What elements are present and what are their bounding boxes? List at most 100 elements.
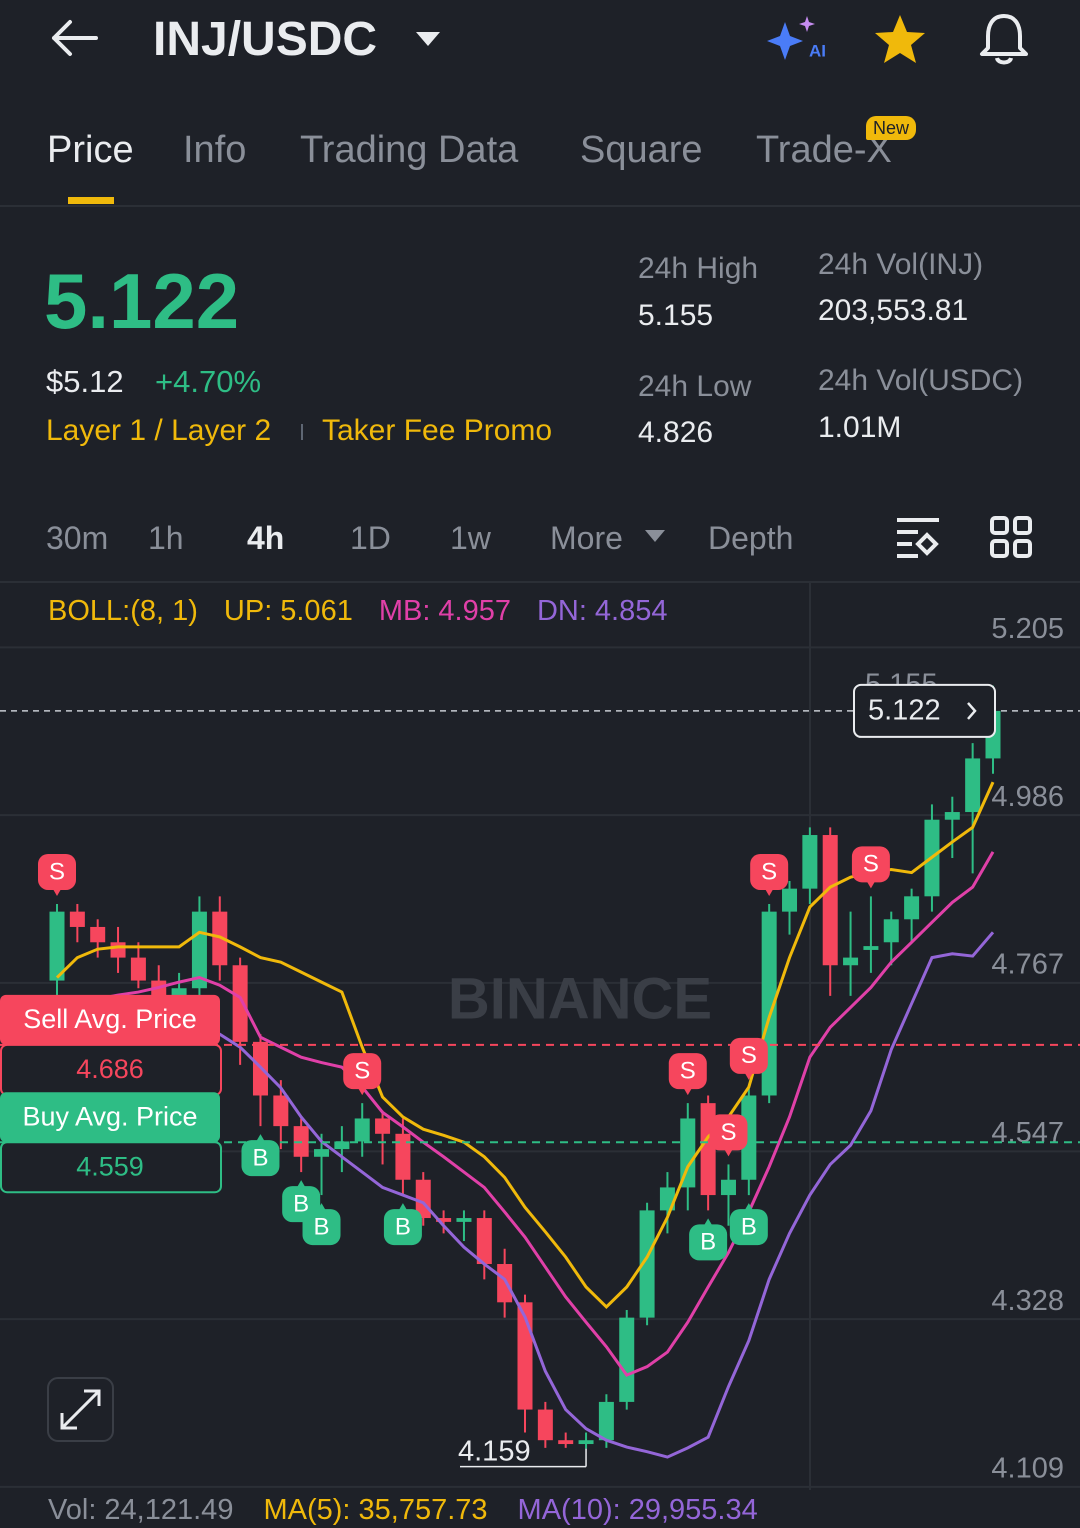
y-tick-label: 4.767 (991, 949, 1064, 981)
trade-marker (38, 853, 76, 890)
y-tick-label: 5.205 (991, 613, 1064, 645)
stat-value: 203,553.81 (818, 294, 969, 327)
tab[interactable]: Trading Data (300, 129, 519, 171)
sell-avg-label: Sell Avg. Price (23, 1004, 197, 1034)
trade-marker (668, 1053, 707, 1090)
y-tick-label: 4.986 (991, 781, 1064, 813)
candle-body (273, 1095, 289, 1127)
low-mark-label: 4.159 (458, 1435, 531, 1467)
legend-name: DN: (537, 595, 587, 627)
sell-avg-value: 4.686 (76, 1054, 144, 1084)
trade-marker-label: S (863, 851, 879, 878)
tab[interactable]: Price (47, 129, 134, 171)
y-tick-label: 4.109 (991, 1453, 1064, 1485)
favorite-button[interactable] (872, 12, 928, 66)
last-price: 5.122 (44, 257, 240, 345)
y-tick-label: 4.328 (991, 1285, 1064, 1317)
interval[interactable]: 30m (46, 520, 109, 556)
trade-marker-label: B (252, 1144, 268, 1171)
candle-body (375, 1118, 391, 1134)
buy-avg-header (0, 1092, 220, 1143)
interval[interactable]: Depth (708, 520, 794, 556)
interval[interactable]: 1h (148, 520, 184, 556)
candle-body (232, 965, 248, 1042)
boll-line (56, 851, 995, 1377)
legend-value: 4.854 (595, 595, 668, 627)
trade-marker (709, 1114, 748, 1151)
candle-body (720, 1179, 736, 1196)
candle-body (680, 1118, 696, 1188)
candle-body (395, 1133, 411, 1180)
trade-marker-label: S (741, 1042, 757, 1069)
interval[interactable]: 4h (247, 520, 285, 556)
legend-value: 5.061 (280, 595, 353, 627)
buy-avg-label: Buy Avg. Price (22, 1101, 197, 1131)
tag[interactable]: Taker Fee Promo (322, 414, 553, 447)
stat-label: 24h Low (638, 370, 752, 403)
buy-avg-value: 4.559 (76, 1151, 144, 1181)
ai-label: AI (809, 41, 825, 60)
new-badge: New (866, 116, 917, 140)
trade-marker (851, 846, 890, 883)
trade-marker (383, 1209, 422, 1246)
candle-body (598, 1401, 614, 1441)
trade-marker-label: S (720, 1119, 736, 1146)
trade-marker-label: B (741, 1213, 757, 1240)
layout-button[interactable] (989, 515, 1033, 559)
tag-separator (301, 424, 303, 440)
candle-body (822, 835, 838, 966)
ai-button[interactable]: AI (765, 14, 825, 64)
tab[interactable]: Square (580, 129, 703, 171)
trade-marker-label: B (395, 1213, 411, 1240)
candle-body (334, 1141, 350, 1150)
legend-value: 4.957 (438, 595, 511, 627)
candle-body (904, 896, 920, 920)
trade-marker-label: B (293, 1190, 309, 1217)
indicator-settings[interactable] (894, 516, 942, 560)
y-tick-label: 4.547 (991, 1117, 1064, 1149)
tag[interactable]: Layer 1 / Layer 2 (46, 414, 272, 447)
current-price-tag[interactable] (853, 683, 996, 738)
candle-body (476, 1218, 492, 1265)
candle-body (191, 911, 207, 989)
candle-body (558, 1440, 574, 1445)
stat-label: 24h Vol(INJ) (818, 248, 984, 281)
candle-body (619, 1317, 635, 1402)
candle-body (69, 911, 85, 927)
interval[interactable]: 1D (350, 520, 391, 556)
price-change: +4.70% (155, 364, 262, 399)
candle-body (436, 1218, 452, 1222)
trade-marker-label: B (314, 1213, 330, 1240)
volume-legend-item: MA(10): 29,955.34 (518, 1494, 758, 1526)
candle-body (130, 957, 146, 981)
candle-body (456, 1218, 472, 1222)
volume-legend-item: MA(5): 35,757.73 (263, 1494, 487, 1526)
tab[interactable]: Info (183, 129, 247, 171)
back-button[interactable] (50, 18, 100, 58)
trade-marker (729, 1209, 768, 1246)
candle-body (354, 1118, 370, 1142)
trade-marker (729, 1037, 768, 1074)
candle-body (944, 812, 960, 820)
trade-marker-label: B (700, 1229, 716, 1256)
current-price-label: 5.122 (868, 695, 941, 727)
stat-value: 1.01M (818, 411, 902, 444)
candle-body (965, 758, 981, 813)
candle-body (110, 942, 126, 958)
pair-title[interactable]: INJ/USDC (153, 13, 378, 66)
indicator-name: BOLL:(8, 1) (48, 595, 198, 627)
more-caret[interactable] (644, 529, 666, 543)
interval[interactable]: More (550, 520, 623, 556)
candle-body (90, 926, 106, 943)
indicator-legend: BOLL:(8, 1) UP: 5.061 MB: 4.957 DN: 4.854 (48, 595, 668, 627)
candle-body (802, 835, 818, 889)
divider (0, 581, 1080, 583)
interval[interactable]: 1w (450, 520, 491, 556)
notification-button[interactable] (976, 10, 1032, 66)
pair-caret[interactable] (414, 30, 442, 48)
candle-body (497, 1264, 513, 1303)
volume-legend-item: Vol: 24,121.49 (48, 1494, 233, 1526)
stat-value: 4.826 (638, 416, 714, 449)
sell-avg-header (0, 994, 220, 1045)
current-price-chevron (967, 702, 977, 720)
